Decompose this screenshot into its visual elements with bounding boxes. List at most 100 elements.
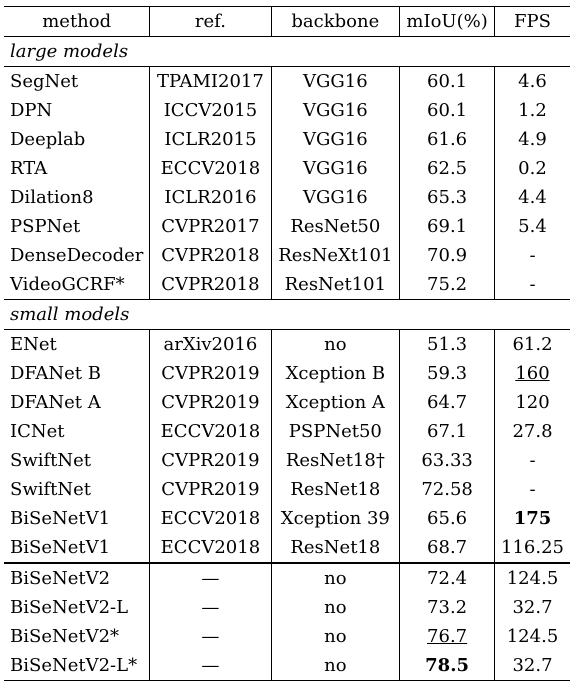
cell-text: BiSeNetV2 (10, 568, 111, 589)
cell-miou: 60.1 (399, 96, 495, 125)
cell-text: 72.58 (421, 479, 473, 500)
cell-text: BiSeNetV2* (10, 626, 120, 647)
cell-miou: 59.3 (399, 359, 495, 388)
cell-ref: — (149, 651, 272, 681)
cell-backbone: ResNeXt101 (271, 241, 401, 270)
cell-text: 67.1 (427, 421, 468, 442)
cell-text: no (324, 655, 347, 676)
cell-text: 69.1 (427, 216, 468, 237)
cell-method: BiSeNetV2* (4, 622, 151, 651)
cell-miou: 51.3 (399, 329, 495, 359)
cell-backbone: no (271, 329, 401, 359)
cell-text: 124.5 (506, 626, 559, 647)
cell-fps: - (495, 241, 570, 270)
cell-text: ResNet18† (285, 450, 385, 471)
cell-method: Deeplab (4, 125, 151, 154)
cell-method: SwiftNet (4, 446, 151, 475)
cell-method: PSPNet (4, 212, 151, 241)
group-row: large models (4, 37, 570, 67)
cell-text: PSPNet50 (288, 421, 382, 442)
cell-method: Dilation8 (4, 183, 151, 212)
cell-text: Xception A (285, 392, 385, 413)
cell-ref: ECCV2018 (149, 417, 272, 446)
cell-text: 60.1 (427, 100, 468, 121)
cell-backbone: ResNet18 (271, 533, 401, 563)
cell-ref: CVPR2019 (149, 446, 272, 475)
cell-ref: ICCV2015 (149, 96, 272, 125)
cell-fps: 61.2 (494, 329, 570, 359)
cell-text: CVPR2019 (161, 479, 260, 500)
cell-backbone: Xception 39 (271, 504, 401, 533)
cell-ref: CVPR2019 (149, 388, 272, 417)
cell-miou: 65.3 (399, 183, 495, 212)
cell-text: — (201, 568, 220, 589)
table-row: DenseDecoder CVPR2018 ResNeXt101 70.9 - (4, 241, 570, 270)
cell-method: RTA (4, 154, 151, 183)
table-row: BiSeNetV2-L — no 73.2 32.7 (4, 593, 570, 622)
table-row: BiSeNetV2 — no 72.4 124.5 (4, 562, 570, 593)
cell-text: - (529, 274, 536, 295)
header-row: method ref. backbone mIoU(%) FPS (4, 6, 570, 37)
cell-backbone: VGG16 (271, 66, 401, 96)
cell-text: ResNet18 (290, 479, 381, 500)
cell-text: DFANet A (10, 392, 101, 413)
cell-text: 51.3 (427, 334, 468, 355)
cell-text: 1.2 (518, 100, 547, 121)
cell-text: ResNet18 (290, 537, 381, 558)
cell-ref: CVPR2018 (149, 241, 272, 270)
cell-method: BiSeNetV2-L* (4, 651, 151, 681)
cell-text: - (529, 245, 536, 266)
cell-text: Dilation8 (10, 187, 94, 208)
cell-method: BiSeNetV1 (4, 504, 151, 533)
cell-text: 73.2 (427, 597, 468, 618)
cell-text: 0.2 (518, 158, 547, 179)
cell-method: DenseDecoder (4, 241, 151, 270)
cell-fps: 1.2 (495, 96, 570, 125)
cell-ref: ECCV2018 (149, 504, 272, 533)
cell-text: ICLR2016 (164, 187, 257, 208)
cell-miou: 65.6 (399, 504, 495, 533)
cell-fps: - (495, 446, 570, 475)
cell-text: BiSeNetV1 (10, 508, 111, 529)
cell-fps: 5.4 (495, 212, 570, 241)
cell-text: DenseDecoder (10, 245, 144, 266)
cell-text: VGG16 (303, 100, 368, 121)
cell-fps: 120 (495, 388, 570, 417)
cell-fps: 175 (495, 504, 570, 533)
table-row: PSPNet CVPR2017 ResNet50 69.1 5.4 (4, 212, 570, 241)
cell-fps: 4.6 (494, 66, 570, 96)
cell-text: ECCV2018 (160, 537, 261, 558)
cell-text: Xception 39 (280, 508, 390, 529)
cell-backbone: ResNet18† (271, 446, 401, 475)
cell-text: 116.25 (501, 537, 564, 558)
table-row: BiSeNetV1 ECCV2018 Xception 39 65.6 175 (4, 504, 570, 533)
header-backbone: backbone (271, 6, 401, 37)
cell-text: 64.7 (427, 392, 468, 413)
cell-miou: 61.6 (399, 125, 495, 154)
cell-method: ICNet (4, 417, 151, 446)
cell-miou: 72.58 (399, 475, 495, 504)
table-row: BiSeNetV2* — no 76.7 124.5 (4, 622, 570, 651)
cell-text: 27.8 (512, 421, 553, 442)
cell-text: ResNet101 (284, 274, 387, 295)
table-row: SwiftNet CVPR2019 ResNet18† 63.33 - (4, 446, 570, 475)
cell-text: 5.4 (518, 216, 547, 237)
cell-text: CVPR2018 (161, 274, 260, 295)
cell-method: BiSeNetV2 (4, 562, 151, 593)
cell-miou: 62.5 (399, 154, 495, 183)
cell-fps: 0.2 (495, 154, 570, 183)
cell-backbone: no (271, 593, 401, 622)
cell-ref: TPAMI2017 (149, 66, 272, 96)
cell-miou: 76.7 (399, 622, 495, 651)
cell-backbone: no (271, 562, 401, 593)
table-row: Dilation8 ICLR2016 VGG16 65.3 4.4 (4, 183, 570, 212)
cell-text: 78.5 (425, 655, 469, 676)
cell-fps: 116.25 (495, 533, 570, 563)
cell-method: DPN (4, 96, 151, 125)
cell-text: VGG16 (303, 71, 368, 92)
cell-backbone: no (271, 622, 401, 651)
cell-text: 4.6 (518, 71, 547, 92)
cell-text: VGG16 (303, 158, 368, 179)
cell-text: 65.3 (427, 187, 468, 208)
cell-text: — (201, 626, 220, 647)
